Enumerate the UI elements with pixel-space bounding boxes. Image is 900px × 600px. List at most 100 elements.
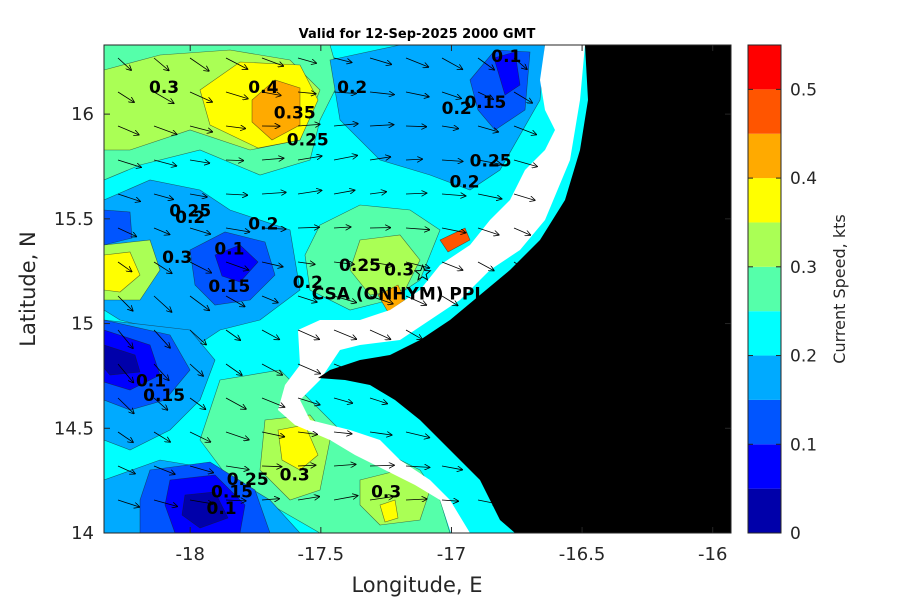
current-vector bbox=[441, 431, 464, 440]
current-vector bbox=[297, 363, 320, 374]
colorbar: 0 0.1 0.2 0.3 0.4 0.5 bbox=[747, 44, 817, 544]
contour-label: 0.35 bbox=[274, 103, 316, 123]
current-vector bbox=[261, 158, 283, 160]
current-vector bbox=[369, 157, 390, 160]
colorbar-title: Current Speed, kts bbox=[830, 214, 849, 363]
current-vector bbox=[441, 363, 460, 377]
contour-region bbox=[104, 251, 141, 293]
contour-region bbox=[349, 234, 421, 296]
current-vector bbox=[117, 193, 140, 201]
current-vector bbox=[513, 159, 537, 167]
colorbar-tick-label: 0 bbox=[790, 524, 801, 544]
current-vector bbox=[333, 262, 354, 264]
contour-label: 0.4 bbox=[248, 78, 278, 98]
current-vector bbox=[117, 499, 139, 507]
current-vector bbox=[405, 126, 426, 127]
current-vector bbox=[189, 160, 209, 163]
current-vector bbox=[261, 261, 283, 267]
current-vectors bbox=[117, 57, 537, 507]
current-vector bbox=[333, 57, 351, 62]
contour-label: 0.3 bbox=[280, 466, 310, 486]
x-tick-label: -16.5 bbox=[559, 544, 606, 565]
current-vector bbox=[513, 261, 530, 272]
contour-label: 0.3 bbox=[149, 78, 179, 98]
contour-label: 0.25 bbox=[287, 131, 329, 151]
contour-label: 0.25 bbox=[339, 256, 381, 276]
current-vector bbox=[189, 329, 206, 345]
current-vector bbox=[513, 91, 532, 103]
current-vector bbox=[477, 465, 494, 471]
contour-region bbox=[104, 344, 141, 376]
current-vector bbox=[441, 295, 458, 305]
current-vector bbox=[369, 125, 393, 126]
current-vector bbox=[117, 329, 133, 348]
current-vector bbox=[513, 227, 530, 235]
contour-label: 0.25 bbox=[169, 202, 211, 222]
current-vector bbox=[297, 497, 319, 501]
current-vector bbox=[225, 465, 249, 470]
current-vector bbox=[513, 329, 530, 348]
current-vector bbox=[117, 295, 133, 311]
current-vector bbox=[477, 125, 498, 132]
current-vector bbox=[405, 431, 429, 438]
current-vector bbox=[513, 363, 529, 381]
current-vector bbox=[441, 126, 458, 129]
current-vector bbox=[117, 159, 141, 167]
colorbar-swatch bbox=[748, 89, 781, 134]
current-vector bbox=[261, 92, 281, 95]
current-vector bbox=[369, 261, 393, 266]
current-vector bbox=[333, 92, 356, 94]
current-vector bbox=[441, 397, 463, 410]
current-vector bbox=[117, 91, 134, 102]
y-tick-label: 15 bbox=[71, 314, 94, 335]
current-vector bbox=[369, 363, 387, 372]
current-vector bbox=[261, 363, 282, 375]
current-vector bbox=[333, 156, 357, 161]
current-vector bbox=[153, 363, 169, 380]
contour-label: 0.25 bbox=[470, 151, 512, 171]
current-vector bbox=[477, 159, 501, 164]
contour-label: 0.2 bbox=[293, 273, 323, 293]
current-vector bbox=[369, 432, 392, 435]
current-vector bbox=[297, 432, 317, 434]
current-vector bbox=[261, 57, 283, 66]
y-tick-label: 16 bbox=[71, 104, 94, 125]
contour-region bbox=[251, 79, 301, 141]
x-tick-label: -18 bbox=[176, 544, 205, 565]
current-vector bbox=[477, 193, 501, 199]
current-vector bbox=[441, 261, 462, 270]
current-vector bbox=[369, 295, 393, 304]
current-vector bbox=[333, 363, 355, 372]
current-vector bbox=[117, 57, 131, 70]
contour-label: 0.15 bbox=[143, 386, 185, 406]
contour-label: 0.2 bbox=[175, 208, 205, 228]
current-vector bbox=[297, 190, 321, 195]
current-vector bbox=[117, 465, 135, 474]
current-vector bbox=[225, 57, 247, 69]
y-axis-title: Latitude, N bbox=[16, 231, 40, 347]
current-vector bbox=[477, 57, 494, 70]
contour-label: 0.1 bbox=[136, 371, 166, 391]
current-vector bbox=[405, 397, 426, 407]
contour-label: 0.3 bbox=[371, 482, 401, 502]
current-vector bbox=[189, 397, 205, 409]
current-vector bbox=[225, 227, 249, 232]
plot-area bbox=[104, 45, 731, 533]
current-vector bbox=[369, 397, 387, 404]
current-vector bbox=[369, 497, 393, 501]
contour-label: 0.15 bbox=[208, 277, 250, 297]
contour-label: 0.15 bbox=[211, 482, 253, 502]
current-vector bbox=[405, 193, 426, 194]
current-vector bbox=[513, 125, 536, 135]
current-vector bbox=[153, 57, 169, 70]
current-vector bbox=[261, 466, 281, 467]
contour-label: 0.2 bbox=[337, 78, 367, 98]
current-vector bbox=[405, 159, 422, 160]
current-vector bbox=[225, 329, 240, 340]
y-tick-label: 14.5 bbox=[54, 418, 94, 439]
x-axis: -18 -17.5 -17 -16.5 -16 bbox=[176, 45, 727, 565]
current-vector bbox=[225, 431, 249, 440]
current-vector bbox=[297, 397, 320, 405]
colorbar-swatch bbox=[748, 266, 781, 312]
